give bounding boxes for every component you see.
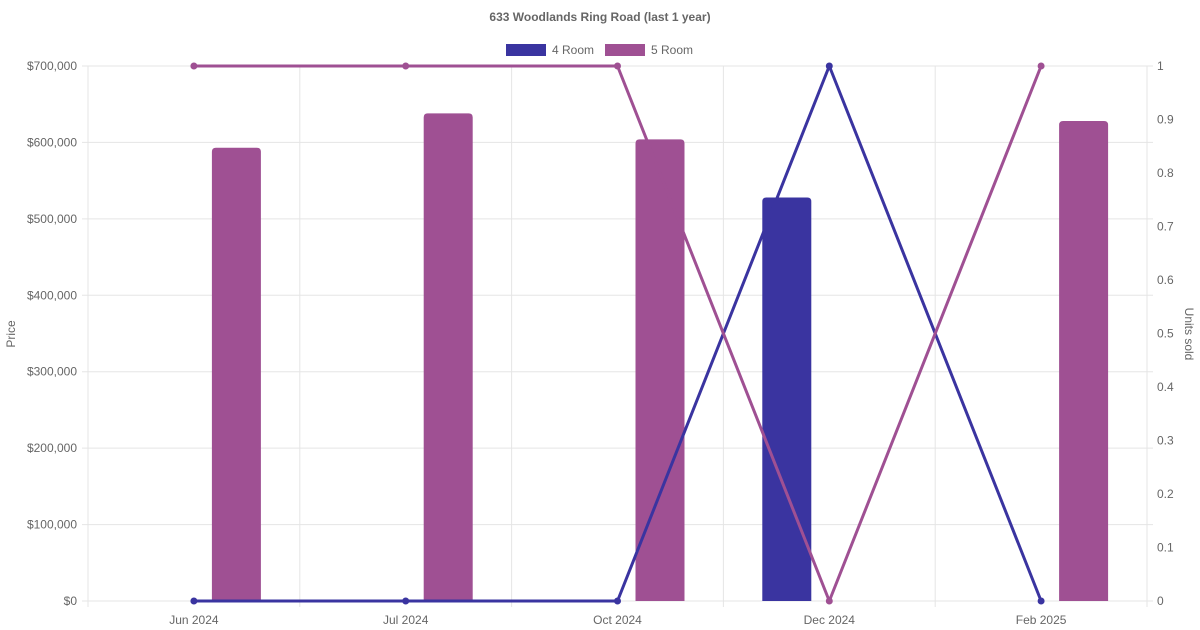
- lines: [190, 62, 1045, 605]
- y2-tick-label: 0: [1157, 594, 1164, 608]
- y2-tick-label: 0.1: [1157, 541, 1174, 555]
- y-tick-label: $300,000: [27, 365, 77, 379]
- y-tick-label: $400,000: [27, 288, 77, 302]
- y2-tick-label: 0.4: [1157, 380, 1174, 394]
- y2-tick-label: 0.2: [1157, 487, 1174, 501]
- y2-axis-title: Units sold: [1182, 308, 1196, 361]
- y-tick-label: $600,000: [27, 135, 77, 149]
- y2-tick-label: 0.7: [1157, 220, 1174, 234]
- bar-4-room-dec-2024: [762, 197, 812, 601]
- y-tick-label: $0: [64, 594, 78, 608]
- y-tick-label: $100,000: [27, 518, 77, 532]
- x-tick-label: Jun 2024: [169, 613, 219, 627]
- y-axis-title: Price: [4, 320, 18, 348]
- y-tick-label: $500,000: [27, 212, 77, 226]
- x-tick-label: Feb 2025: [1016, 613, 1067, 627]
- y2-tick-label: 0.9: [1157, 113, 1174, 127]
- point-4-room-dec-2024: [825, 62, 833, 70]
- x-axis-ticks: Jun 2024 Jul 2024 Oct 2024 Dec 2024 Feb 2025: [169, 613, 1067, 627]
- y2-axis-ticks: 0 0.1 0.2 0.3 0.4 0.5 0.6 0.7 0.8 0.9 1: [1157, 59, 1174, 608]
- y2-tick-label: 0.5: [1157, 327, 1174, 341]
- point-4-room-jun-2024: [190, 597, 198, 605]
- y2-tick-label: 0.8: [1157, 166, 1174, 180]
- y2-tick-label: 0.6: [1157, 273, 1174, 287]
- x-tick-label: Dec 2024: [804, 613, 856, 627]
- chart-title: 633 Woodlands Ring Road (last 1 year): [489, 10, 710, 24]
- bar-5-room-jun-2024: [211, 147, 261, 601]
- y-tick-label: $700,000: [27, 59, 77, 73]
- bar-5-room-feb-2025: [1059, 121, 1109, 602]
- bar-5-room-oct-2024: [635, 139, 685, 601]
- point-5-room-jul-2024: [402, 62, 410, 70]
- y-tick-label: $200,000: [27, 441, 77, 455]
- bars: [211, 113, 1109, 602]
- x-tick-label: Jul 2024: [383, 613, 429, 627]
- legend-swatch-5-room[interactable]: [605, 44, 645, 56]
- line-4-room-units-sold: [193, 64, 1043, 603]
- legend: 4 Room 5 Room: [506, 43, 693, 57]
- legend-label-5-room[interactable]: 5 Room: [651, 43, 693, 57]
- y2-tick-label: 0.3: [1157, 434, 1174, 448]
- legend-swatch-4-room[interactable]: [506, 44, 546, 56]
- point-4-room-feb-2025: [1037, 597, 1045, 605]
- point-5-room-oct-2024: [614, 62, 621, 70]
- line-5-room-units-sold: [193, 64, 1043, 603]
- point-5-room-feb-2025: [1037, 62, 1045, 70]
- point-5-room-dec-2024: [825, 597, 833, 605]
- point-4-room-jul-2024: [402, 597, 410, 605]
- bar-5-room-jul-2024: [423, 113, 473, 601]
- x-tick-label: Oct 2024: [593, 613, 642, 627]
- point-4-room-oct-2024: [614, 597, 621, 605]
- point-5-room-jun-2024: [190, 62, 198, 70]
- y2-tick-label: 1: [1157, 59, 1164, 73]
- y-axis-ticks: $0 $100,000 $200,000 $300,000 $400,000 $500,0…: [27, 59, 77, 608]
- legend-label-4-room[interactable]: 4 Room: [552, 43, 594, 57]
